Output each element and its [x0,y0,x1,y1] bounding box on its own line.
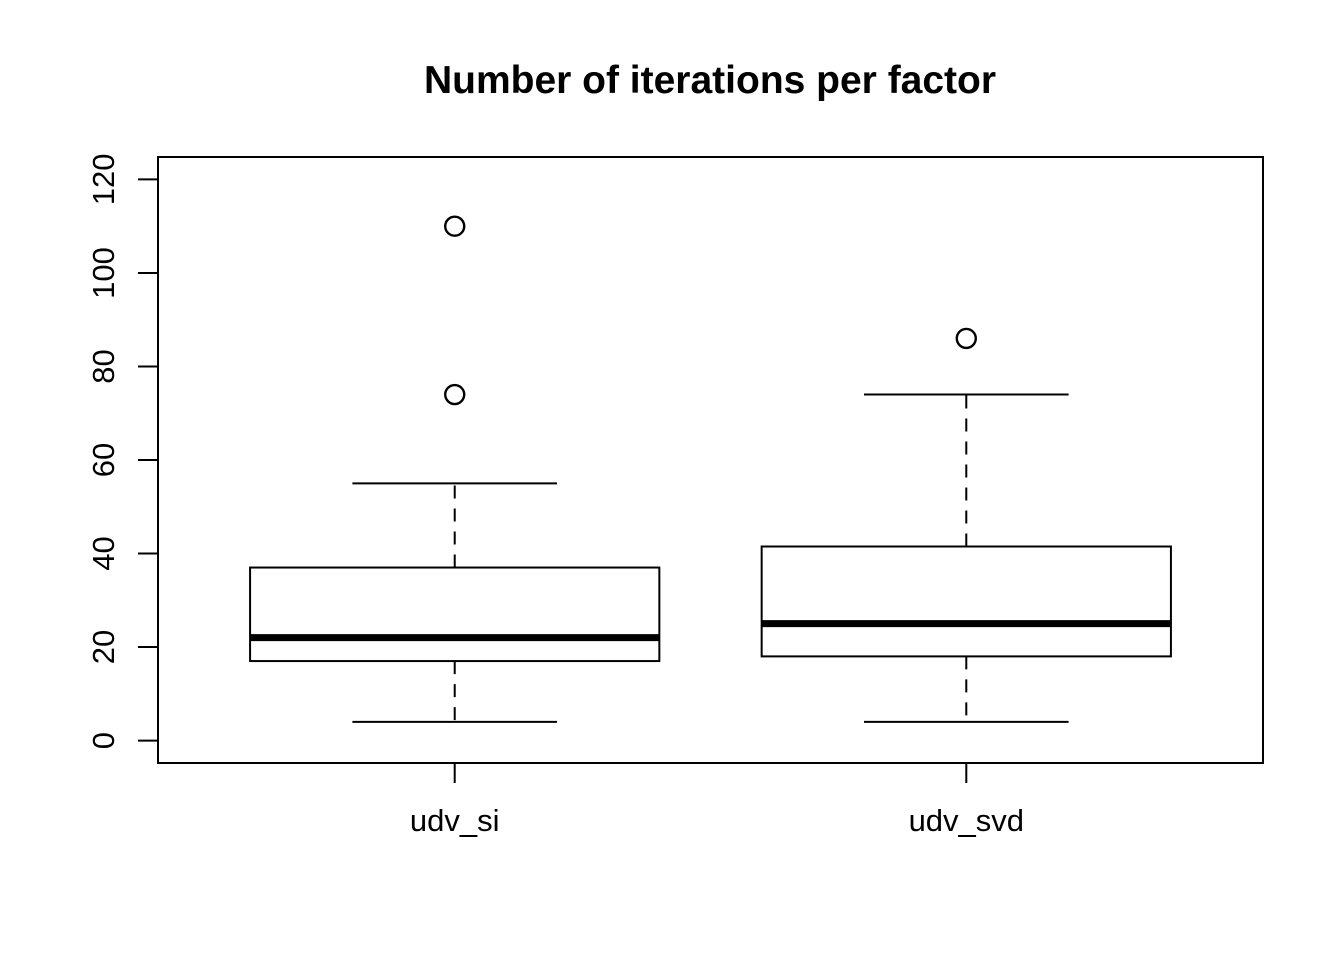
x-axis-category-label: udv_svd [909,803,1024,838]
iqr-box [249,566,661,663]
outlier-point [955,327,977,350]
y-axis-tick-label: 40 [86,536,121,570]
iqr-box [760,545,1172,658]
y-axis-tick-label: 80 [86,349,121,383]
plot-border [157,156,1264,764]
boxplots [249,215,1172,723]
y-axis-tick-label: 100 [86,247,121,299]
chart-title: Number of iterations per factor [424,59,996,102]
outlier-point [444,215,466,237]
x-axis-category-label: udv_si [410,803,500,838]
box-group-udv_svd [760,327,1172,723]
outlier-point [444,383,466,406]
y-axis-tick-label: 60 [86,443,121,477]
y-axis-tick-label: 0 [86,732,121,749]
y-axis-tick-label: 20 [86,630,121,664]
y-axis-tick-label: 120 [86,154,121,206]
box-group-udv_si [249,215,661,723]
axes: 0 20 40 60 80 100 120 udv_si udv_svd [86,154,1264,838]
